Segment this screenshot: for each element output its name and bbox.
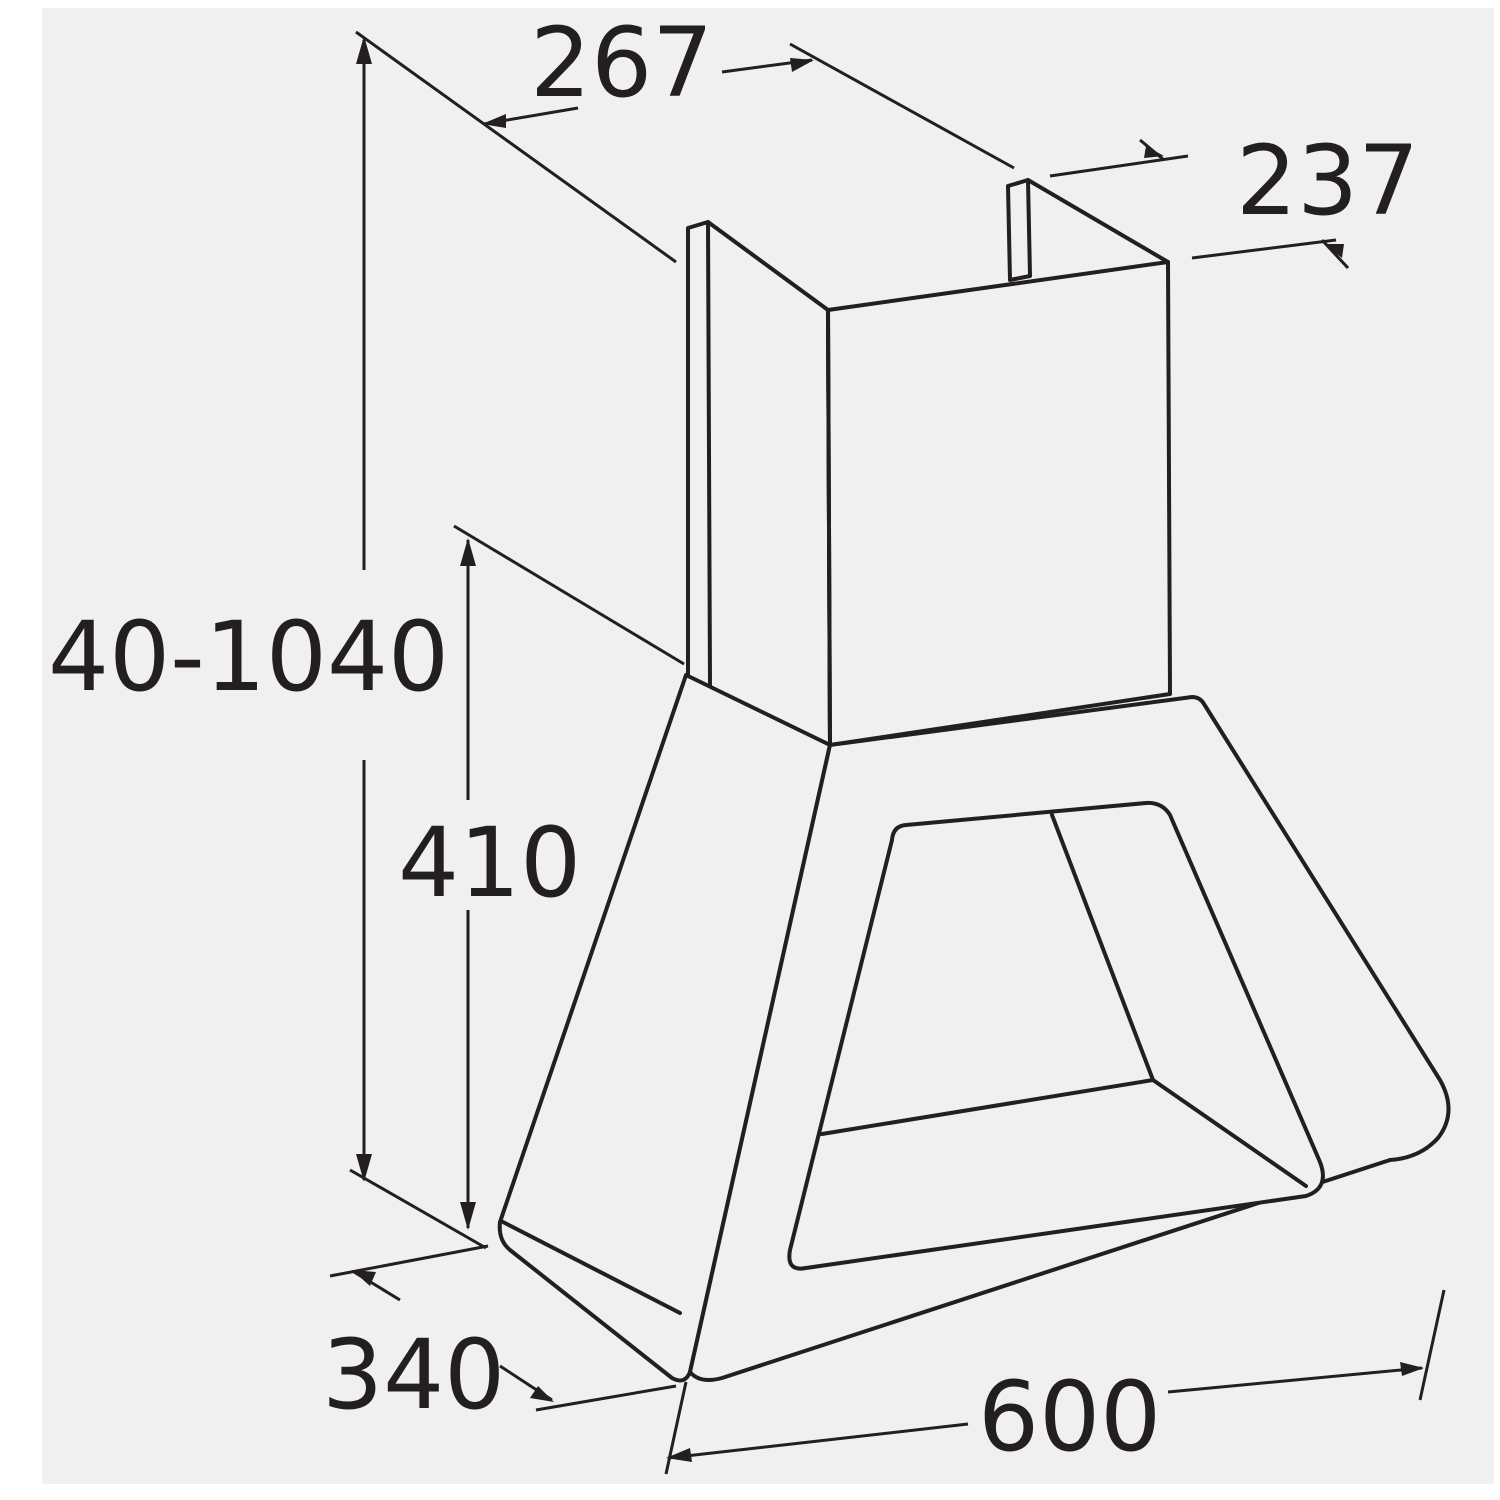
dimension-label-hood-height: 410 bbox=[398, 807, 581, 919]
dimension-hood-width: 600 bbox=[664, 1289, 1446, 1475]
hood-left-side bbox=[497, 673, 832, 1383]
hood-body bbox=[497, 673, 1451, 1383]
chimney-left-fold bbox=[706, 220, 712, 687]
dimension-chimney-width: 267 bbox=[355, 7, 1015, 264]
chimney bbox=[686, 178, 1172, 747]
chimney-back-flange bbox=[1026, 178, 1170, 264]
chimney-front-face bbox=[826, 260, 1172, 747]
dimension-label-hood-width: 600 bbox=[978, 1361, 1161, 1473]
dimension-label-hood-depth: 340 bbox=[322, 1319, 505, 1431]
dimension-label-chimney-width: 267 bbox=[530, 7, 713, 119]
hood-window-inner-corner bbox=[1151, 1078, 1308, 1188]
dimension-total-height: 40-1040 bbox=[48, 36, 487, 1250]
chimney-back-strip bbox=[1006, 178, 1032, 282]
dimension-label-total-height: 40-1040 bbox=[48, 601, 449, 713]
hood-window bbox=[787, 800, 1325, 1271]
dimension-hood-height: 410 bbox=[398, 524, 685, 1230]
dimension-chimney-depth: 237 bbox=[1049, 125, 1419, 270]
hood-window-inner-bottom bbox=[820, 1078, 1155, 1136]
hood-window-inner-diagonal bbox=[1050, 813, 1155, 1082]
dimension-label-chimney-depth: 237 bbox=[1236, 125, 1419, 237]
chimney-front-left-edge bbox=[826, 308, 832, 747]
hood-bottom-left-edge bbox=[501, 1220, 682, 1315]
dimension-hood-depth: 340 bbox=[322, 1244, 677, 1431]
